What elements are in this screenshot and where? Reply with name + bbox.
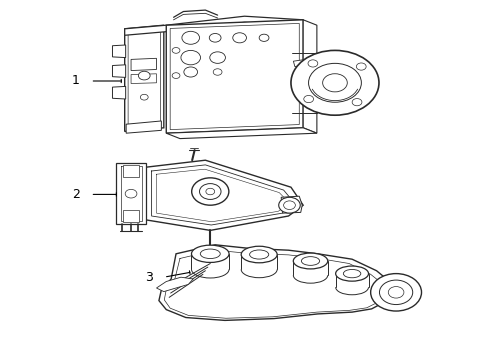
Text: 2: 2 [72,188,80,201]
Circle shape [183,67,197,77]
Circle shape [172,48,180,53]
Ellipse shape [293,253,327,269]
Polygon shape [303,20,316,133]
Circle shape [307,60,317,67]
Polygon shape [166,20,303,133]
Circle shape [181,50,200,65]
Polygon shape [128,28,160,129]
Circle shape [209,52,225,63]
Polygon shape [144,160,303,230]
Circle shape [387,287,403,298]
Ellipse shape [343,269,360,278]
Circle shape [205,188,214,195]
Circle shape [322,74,346,92]
Circle shape [191,178,228,205]
Polygon shape [112,45,125,58]
Ellipse shape [241,246,277,263]
Polygon shape [116,163,145,224]
Bar [122,210,139,222]
Circle shape [138,71,150,80]
Polygon shape [159,245,390,320]
Polygon shape [131,74,156,84]
Polygon shape [112,65,125,77]
Polygon shape [156,277,193,292]
Polygon shape [131,58,156,71]
Circle shape [379,280,412,305]
Bar [122,165,139,177]
Circle shape [182,31,199,44]
Circle shape [204,253,216,262]
Ellipse shape [200,249,220,258]
Polygon shape [126,121,161,133]
Circle shape [232,33,246,43]
Polygon shape [124,16,303,35]
Ellipse shape [249,250,268,259]
Circle shape [278,197,300,213]
Polygon shape [281,196,302,213]
Circle shape [351,99,361,106]
Circle shape [209,33,221,42]
Text: 3: 3 [145,271,153,284]
Polygon shape [112,86,125,99]
Circle shape [283,201,295,210]
Circle shape [356,63,366,70]
Circle shape [303,95,313,103]
Polygon shape [166,128,316,139]
Polygon shape [170,23,299,130]
Circle shape [290,50,378,115]
Polygon shape [124,25,163,131]
Circle shape [172,73,180,78]
Circle shape [140,94,148,100]
Circle shape [308,63,361,102]
Circle shape [125,189,137,198]
Ellipse shape [191,245,228,262]
Circle shape [199,184,221,199]
Circle shape [213,69,222,75]
Polygon shape [293,59,306,67]
Circle shape [370,274,421,311]
Ellipse shape [335,266,368,281]
Ellipse shape [301,257,319,265]
Text: 1: 1 [72,75,80,87]
Circle shape [259,34,268,41]
